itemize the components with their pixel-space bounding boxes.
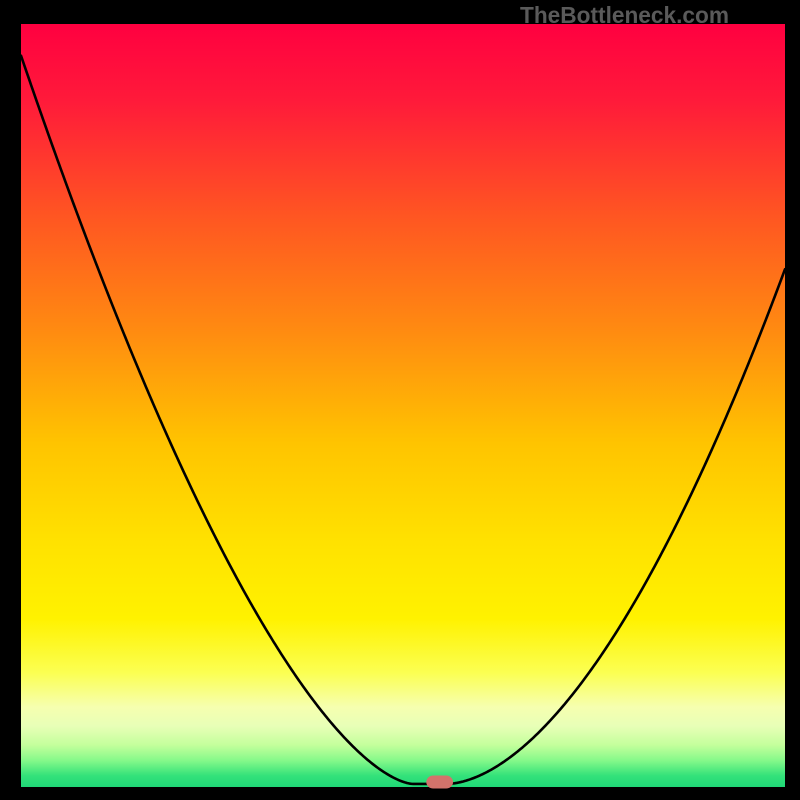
optimal-marker	[426, 776, 453, 789]
gradient-background	[21, 24, 785, 787]
watermark-text: TheBottleneck.com	[520, 2, 729, 29]
chart-canvas	[0, 0, 800, 800]
